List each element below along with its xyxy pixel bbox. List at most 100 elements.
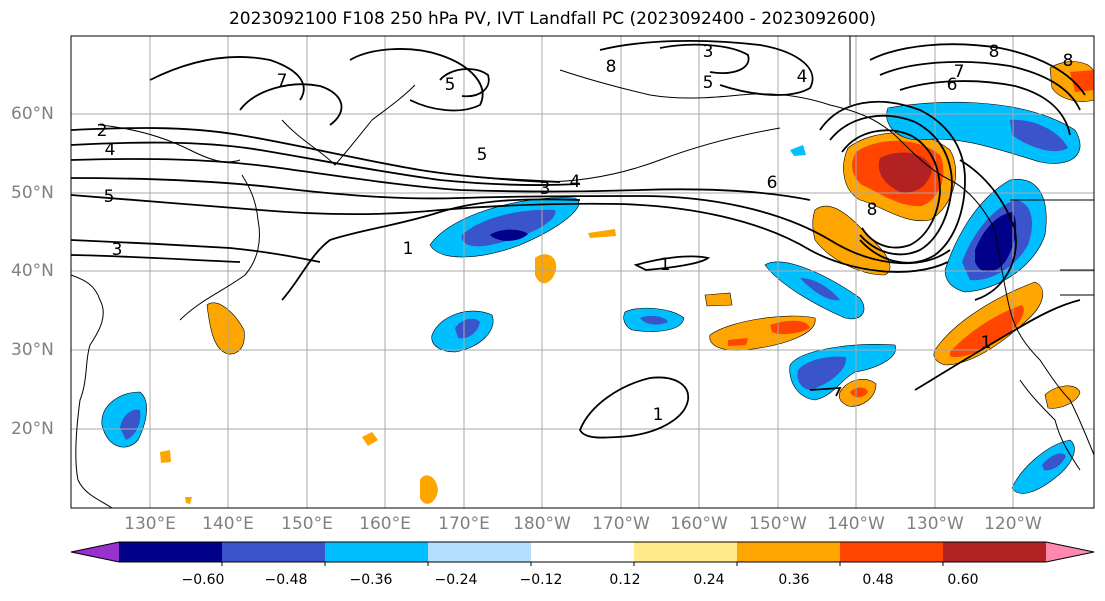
shade-neg-1b — [120, 409, 141, 440]
map-title: 2023092100 F108 250 hPa PV, IVT Landfall… — [228, 9, 876, 29]
colorbar-segment — [325, 542, 429, 562]
lon-label-140e: 140°E — [202, 514, 254, 534]
contour-label: 5 — [445, 75, 456, 95]
colorbar-segment — [943, 542, 1047, 562]
pv-contour — [71, 254, 241, 263]
shade-pos-14b — [1070, 70, 1094, 92]
colorbar-segment — [634, 542, 738, 562]
lon-label-180w: 180°W — [513, 514, 571, 534]
pv-contour — [633, 255, 711, 271]
colorbar-tick-label: −0.12 — [519, 572, 563, 588]
coast-asia — [71, 274, 113, 508]
colorbar-tick-label: 0.36 — [778, 572, 810, 588]
pv-contour — [869, 43, 1086, 96]
colorbar-tick-label: 0.24 — [693, 572, 725, 588]
contour-label: 8 — [1063, 51, 1074, 71]
colorbar-segment — [119, 542, 223, 562]
colorbar-segment — [428, 542, 532, 562]
lon-label-150w: 150°W — [749, 514, 807, 534]
shade-neg-5b — [800, 278, 840, 301]
shade-pos-3 — [160, 450, 171, 463]
colorbar-segment — [531, 542, 635, 562]
colorbar-tick-label: 0.48 — [862, 572, 894, 588]
contour-label: 2 — [97, 121, 108, 141]
shade-pos-13 — [1044, 385, 1081, 409]
contour-label: 4 — [105, 140, 116, 160]
contour-label: 3 — [703, 42, 714, 62]
graticule — [71, 36, 1094, 508]
colorbar-tick-label: 0.12 — [609, 572, 641, 588]
lon-label-120w: 120°W — [984, 514, 1042, 534]
pv-contour — [829, 114, 953, 256]
lat-label-20n: 20°N — [11, 419, 54, 439]
contour-label: 4 — [797, 67, 808, 87]
pv-contour — [71, 127, 561, 183]
colorbar-extend-high — [1046, 542, 1094, 562]
contour-label: 6 — [947, 75, 958, 95]
contour-label: 3 — [540, 179, 551, 199]
shade-pos-11c — [878, 152, 932, 193]
pv-contour — [349, 48, 484, 112]
shade-pos-8b — [770, 320, 810, 335]
pv-contour — [579, 376, 689, 439]
lon-label-160e: 160°E — [359, 514, 411, 534]
contour-label: 5 — [703, 73, 714, 93]
pv-contour — [879, 60, 1081, 111]
contour-label: 5 — [477, 145, 488, 165]
coast-japan — [179, 174, 260, 321]
pv-contour — [659, 43, 750, 74]
shade-pos-2 — [362, 432, 378, 446]
lon-label-130e: 130°E — [124, 514, 176, 534]
shade-pos-4 — [420, 475, 438, 504]
lon-label-130w: 130°W — [906, 514, 964, 534]
shade-pos-10 — [812, 205, 891, 276]
coast-mexico — [1019, 379, 1081, 471]
pv-contour — [809, 386, 842, 397]
shade-neg-2c — [490, 229, 528, 241]
contour-label: 1 — [981, 333, 992, 353]
shade-pos-8c — [728, 338, 748, 346]
colorbar — [70, 541, 1095, 566]
contour-label: 1 — [653, 405, 664, 425]
colorbar-segment — [222, 542, 326, 562]
contour-label: 8 — [989, 42, 1000, 62]
shade-neg-9 — [790, 145, 806, 156]
shade-pos-6 — [535, 254, 557, 284]
coast-kamchatka — [281, 84, 416, 166]
shade-neg-7b — [1010, 119, 1068, 152]
lon-label-140w: 140°W — [827, 514, 885, 534]
shade-neg-4b — [640, 315, 668, 325]
pv-contour — [71, 177, 951, 265]
shade-neg-10b — [1042, 453, 1066, 471]
colorbar-outline — [70, 541, 1095, 563]
lon-label-160w: 160°W — [670, 514, 728, 534]
colorbar-tick-label: −0.48 — [264, 572, 308, 588]
colorbar-tick-label: −0.60 — [181, 572, 225, 588]
pv-contour — [819, 100, 966, 264]
shade-pos-12b — [950, 305, 1024, 358]
shade-neg-2b — [461, 209, 556, 247]
lat-label-50n: 50°N — [11, 183, 54, 203]
pv-contour — [899, 80, 1071, 136]
border-us-canada — [849, 36, 1094, 296]
colorbar-segment — [737, 542, 841, 562]
shade-neg-6b — [797, 356, 847, 390]
coast-alaska — [559, 69, 996, 231]
pv-contour — [71, 141, 581, 186]
pv-contour — [239, 83, 343, 126]
pv-contour — [959, 159, 1017, 301]
pv-contour — [599, 39, 814, 96]
contour-label: 3 — [112, 240, 123, 260]
lon-label-150e: 150°E — [281, 514, 333, 534]
shade-pos-9b — [850, 387, 868, 398]
contour-label: 8 — [606, 57, 617, 77]
colorbar-extend-low — [71, 542, 119, 562]
pv-contour — [439, 68, 490, 98]
lon-label-170e: 170°E — [438, 514, 490, 534]
pv-contour — [841, 129, 941, 249]
contour-label: 5 — [104, 187, 115, 207]
pv-contour — [71, 239, 321, 263]
pv-contour — [281, 198, 581, 301]
